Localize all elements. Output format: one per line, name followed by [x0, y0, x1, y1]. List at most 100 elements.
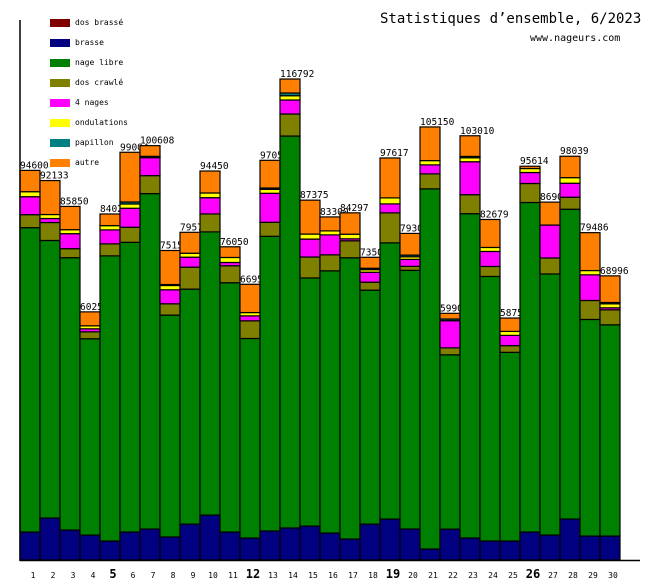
segment-autre	[219, 246, 241, 259]
segment-dos-crawle	[219, 265, 241, 284]
segment-brasse	[119, 531, 141, 561]
segment-brasse	[599, 535, 621, 561]
segment-ondulations	[379, 197, 401, 205]
total-label: 103010	[460, 126, 495, 137]
segment-dos-crawle	[439, 347, 461, 356]
segment-autre	[79, 311, 101, 327]
total-label: 84297	[340, 203, 369, 214]
segment-brasse	[179, 523, 201, 561]
bar-day-21	[419, 126, 441, 561]
segment-4-nages	[519, 171, 541, 185]
segment-ondulations	[159, 284, 181, 291]
x-tick-label: 14	[288, 571, 298, 580]
segment-nage-libre	[359, 289, 381, 525]
bar-day-28	[559, 155, 581, 561]
segment-nage-libre	[159, 314, 181, 538]
segment-nage-libre	[59, 257, 81, 531]
segment-dos-crawle	[379, 212, 401, 244]
segment-dos-crawle	[59, 248, 81, 259]
bar-day-22	[439, 312, 461, 561]
legend-label: dos brassé	[75, 17, 123, 27]
legend-item-autre: autre	[50, 158, 99, 167]
bar-day-7	[139, 145, 161, 561]
x-tick-label: 15	[308, 571, 318, 580]
segment-dos-crawle	[19, 214, 41, 229]
total-label: 98039	[560, 146, 589, 157]
segment-4-nages	[139, 157, 161, 177]
chart-title: Statistiques d’ensemble, 6/2023	[380, 11, 641, 27]
x-tick-label: 30	[608, 571, 618, 580]
total-label: 76050	[220, 237, 249, 248]
segment-ondulations	[419, 159, 441, 166]
bar-day-10	[199, 170, 221, 561]
bar-day-17	[339, 212, 361, 561]
x-tick-label: 26	[526, 567, 540, 580]
segment-4-nages	[59, 233, 81, 250]
segment-nage-libre	[479, 275, 501, 542]
bar-day-19	[379, 157, 401, 561]
segment-4-nages	[279, 99, 301, 115]
segment-dos-crawle	[499, 345, 521, 353]
segment-brasse	[99, 540, 121, 561]
x-tick-label: 23	[468, 571, 478, 580]
segment-brasse	[419, 548, 441, 561]
bar-day-27	[539, 201, 561, 561]
segment-brasse	[439, 528, 461, 561]
segment-brasse	[139, 528, 161, 561]
segment-ondulations	[199, 192, 221, 199]
x-tick-labels: 1 2 3 4 5 6 7 8 9 10 11 12 13 14 15 16 17 18 19 20 21 22 23 24 2…	[31, 567, 618, 580]
segment-nage-libre	[279, 135, 301, 529]
x-tick-label: 19	[386, 567, 400, 580]
segment-autre	[99, 213, 121, 227]
segment-nage-libre	[79, 338, 101, 536]
segment-autre	[599, 275, 621, 304]
bar-day-8	[159, 249, 181, 561]
legend-label: nage libre	[75, 58, 123, 67]
legend-item-nage-libre: nage libre	[50, 58, 123, 67]
segment-nage-libre	[459, 213, 481, 539]
x-tick-label: 25	[508, 571, 518, 580]
segment-autre	[239, 283, 261, 314]
segment-autre	[259, 159, 281, 189]
segment-4-nages	[19, 196, 41, 216]
segment-autre	[299, 199, 321, 235]
segment-4-nages	[579, 274, 601, 302]
segment-4-nages	[479, 250, 501, 268]
segment-brasse	[199, 514, 221, 561]
segment-ondulations	[279, 95, 301, 101]
total-label: 85850	[60, 196, 89, 207]
bar-day-18	[359, 256, 381, 561]
total-label: 68996	[600, 266, 629, 277]
bar-day-13	[259, 159, 281, 561]
bar-day-30	[599, 275, 621, 561]
segment-4-nages	[239, 315, 261, 322]
total-label: 95614	[520, 156, 549, 167]
x-tick-label: 29	[588, 571, 598, 580]
segment-autre	[339, 212, 361, 235]
segment-dos-crawle	[539, 257, 561, 275]
bar-day-9	[179, 231, 201, 561]
x-tick-label: 28	[568, 571, 578, 580]
segment-autre	[379, 157, 401, 199]
segment-dos-crawle	[119, 226, 141, 243]
x-tick-label: 2	[51, 571, 56, 580]
bar-day-14	[279, 78, 301, 561]
bar-day-15	[299, 199, 321, 561]
segment-4-nages	[559, 182, 581, 198]
segment-brasse	[219, 531, 241, 561]
segment-dos-crawle	[239, 320, 261, 340]
bar-day-11	[219, 246, 241, 561]
segment-brasse	[259, 530, 281, 561]
segment-autre	[519, 165, 541, 170]
axes	[19, 20, 640, 562]
segment-4-nages	[419, 164, 441, 175]
segment-dos-crawle	[559, 196, 581, 210]
total-label: 79570	[180, 222, 209, 233]
x-tick-label: 5	[109, 567, 116, 580]
segment-brasse	[239, 537, 261, 561]
segment-brasse	[499, 540, 521, 561]
segment-4-nages	[459, 161, 481, 196]
total-label: 79486	[580, 223, 609, 234]
segment-brasse	[299, 525, 321, 561]
